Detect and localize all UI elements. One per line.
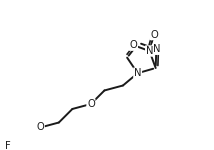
Text: O: O bbox=[36, 123, 44, 132]
Text: N: N bbox=[134, 68, 141, 78]
Text: F: F bbox=[5, 141, 11, 150]
Text: O: O bbox=[130, 40, 137, 50]
Text: O: O bbox=[150, 30, 158, 40]
Text: O: O bbox=[87, 99, 95, 109]
Text: N: N bbox=[146, 46, 153, 56]
Text: N: N bbox=[153, 44, 160, 54]
